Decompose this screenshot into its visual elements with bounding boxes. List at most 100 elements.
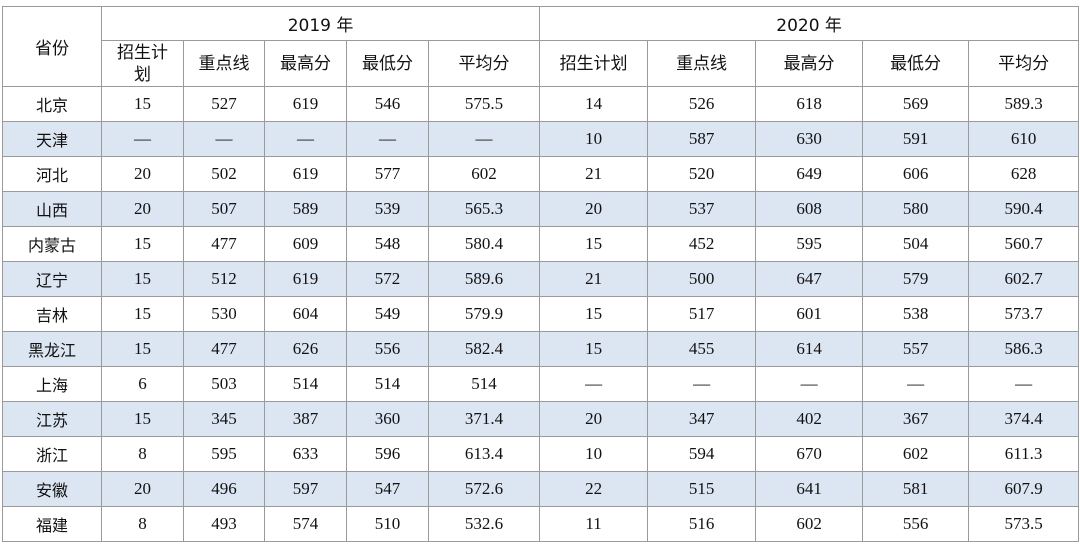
value-cell: 619	[264, 261, 347, 297]
value-cell: 514	[346, 366, 429, 402]
value-cell: 10	[539, 436, 649, 472]
province-cell: 福建	[2, 506, 102, 542]
table-row: 北京 15 527 619 546 575.5 14 526 618 569 589.3	[2, 86, 1080, 122]
province-cell: 河北	[2, 156, 102, 192]
value-cell: —	[968, 366, 1080, 402]
value-cell: 21	[539, 261, 649, 297]
value-cell: 15	[101, 86, 184, 122]
value-cell: 618	[755, 86, 864, 122]
value-cell: 630	[755, 121, 864, 157]
value-cell: 15	[101, 296, 184, 332]
value-cell: 590.4	[968, 191, 1080, 227]
column-header: 最高分	[264, 40, 347, 87]
value-cell: 577	[346, 156, 429, 192]
value-cell: 546	[346, 86, 429, 122]
province-cell: 辽宁	[2, 261, 102, 297]
province-cell: 上海	[2, 366, 102, 402]
value-cell: —	[539, 366, 649, 402]
value-cell: 601	[755, 296, 864, 332]
value-cell: 516	[647, 506, 757, 542]
value-cell: 560.7	[968, 226, 1080, 262]
value-cell: 591	[862, 121, 970, 157]
year-header: 2019 年	[100, 6, 541, 41]
value-cell: 607.9	[968, 471, 1080, 507]
value-cell: 517	[647, 296, 757, 332]
value-cell: 589.3	[968, 86, 1080, 122]
value-cell: 539	[346, 191, 429, 227]
value-cell: 574	[264, 506, 347, 542]
table-row: 山西 20 507 589 539 565.3 20 537 608 580 590.4	[2, 191, 1080, 227]
value-cell: 477	[183, 226, 265, 262]
value-cell: 589	[264, 191, 347, 227]
value-cell: 15	[539, 331, 649, 367]
value-cell: 493	[183, 506, 265, 542]
year-row: 省份 2019 年 2020 年	[2, 6, 1080, 87]
table-row: 江苏 15 345 387 360 371.4 20 347 402 367 374.4	[2, 401, 1080, 437]
value-cell: 371.4	[427, 401, 541, 437]
table-row: 黑龙江 15 477 626 556 582.4 15 455 614 557 586.3	[2, 331, 1080, 367]
table-row: 安徽 20 496 597 547 572.6 22 515 641 581 607.9	[2, 471, 1080, 507]
province-cell: 北京	[2, 86, 102, 122]
value-cell: 514	[427, 366, 541, 402]
value-cell: 569	[862, 86, 970, 122]
column-header: 重点线	[647, 40, 757, 87]
value-cell: —	[755, 366, 864, 402]
value-cell: 20	[539, 401, 649, 437]
province-cell: 内蒙古	[2, 226, 102, 262]
table-row: 吉林 15 530 604 549 579.9 15 517 601 538 573.7	[2, 296, 1080, 332]
value-cell: 572	[346, 261, 429, 297]
value-cell: 530	[183, 296, 265, 332]
value-cell: 20	[101, 156, 184, 192]
value-cell: 8	[101, 436, 184, 472]
table-row: 福建 8 493 574 510 532.6 11 516 602 556 573.5	[2, 506, 1080, 542]
value-cell: 557	[862, 331, 970, 367]
value-cell: 20	[539, 191, 649, 227]
value-cell: 575.5	[427, 86, 541, 122]
value-cell: —	[647, 366, 757, 402]
province-header: 省份	[2, 6, 102, 87]
value-cell: 611.3	[968, 436, 1080, 472]
value-cell: 514	[264, 366, 347, 402]
province-cell: 安徽	[2, 471, 102, 507]
table-row: 辽宁 15 512 619 572 589.6 21 500 647 579 602.7	[2, 261, 1080, 297]
value-cell: —	[862, 366, 970, 402]
value-cell: 367	[862, 401, 970, 437]
value-cell: 604	[264, 296, 347, 332]
value-cell: 14	[539, 86, 649, 122]
value-cell: 452	[647, 226, 757, 262]
value-cell: 619	[264, 156, 347, 192]
value-cell: 579.9	[427, 296, 541, 332]
value-cell: 20	[101, 191, 184, 227]
value-cell: —	[427, 121, 541, 157]
value-cell: 21	[539, 156, 649, 192]
value-cell: 455	[647, 331, 757, 367]
province-cell: 吉林	[2, 296, 102, 332]
value-cell: 589.6	[427, 261, 541, 297]
value-cell: 647	[755, 261, 864, 297]
value-cell: 596	[346, 436, 429, 472]
value-cell: 641	[755, 471, 864, 507]
value-cell: 582.4	[427, 331, 541, 367]
province-cell: 江苏	[2, 401, 102, 437]
value-cell: —	[346, 121, 429, 157]
column-header-row: 招生计划 重点线 最高分 最低分 平均分 招生计划 重点线 最高分 最低分 平均分	[3, 40, 1080, 87]
value-cell: —	[101, 121, 184, 157]
value-cell: 510	[346, 506, 429, 542]
value-cell: 15	[539, 226, 649, 262]
value-cell: 613.4	[427, 436, 541, 472]
value-cell: 360	[346, 401, 429, 437]
value-cell: 502	[183, 156, 265, 192]
value-cell: 573.5	[968, 506, 1080, 542]
province-cell: 天津	[2, 121, 102, 157]
value-cell: 573.7	[968, 296, 1080, 332]
value-cell: 500	[647, 261, 757, 297]
column-header: 平均分	[427, 40, 541, 87]
value-cell: 586.3	[968, 331, 1080, 367]
value-cell: 548	[346, 226, 429, 262]
score-table: 省份 2019 年 2020 年 招生计划 重点线 最高分 最低分 平均分 招生计划 重点线…	[2, 6, 1080, 542]
value-cell: 556	[862, 506, 970, 542]
value-cell: —	[183, 121, 265, 157]
year-header: 2020 年	[539, 6, 1080, 41]
value-cell: 477	[183, 331, 265, 367]
